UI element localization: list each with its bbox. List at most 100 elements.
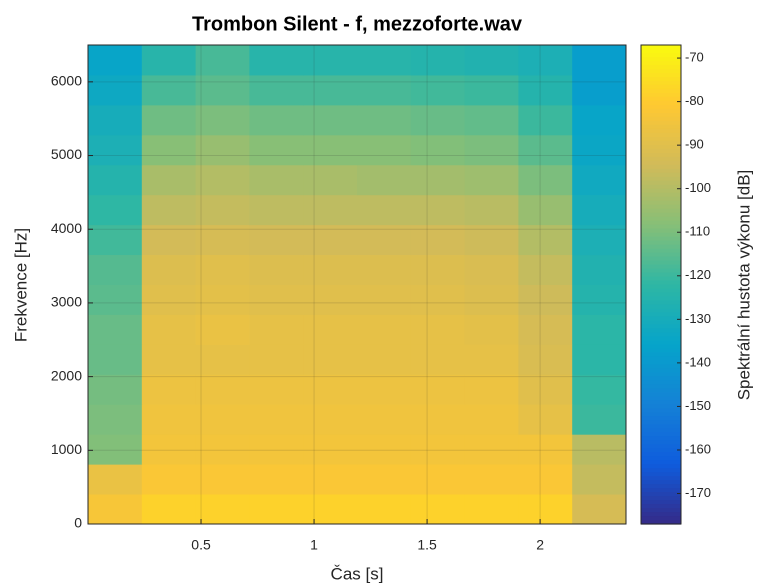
heatmap-cell — [572, 284, 627, 315]
colorbar-tick-label: -100 — [685, 180, 711, 195]
heatmap-cell — [357, 404, 412, 435]
heatmap-cell — [518, 284, 573, 315]
heatmap-cell — [195, 164, 250, 196]
y-tick-label: 1000 — [51, 441, 82, 457]
heatmap-cell — [464, 254, 519, 285]
heatmap-cell — [195, 434, 250, 465]
heatmap-cell — [464, 74, 519, 106]
colorbar-swatch — [641, 168, 681, 174]
colorbar-swatch — [641, 324, 681, 330]
heatmap-cell — [303, 404, 358, 435]
heatmap-cell — [572, 404, 627, 435]
colorbar-swatch — [641, 104, 681, 110]
heatmap-cell — [572, 344, 627, 375]
colorbar-swatch — [641, 520, 681, 525]
heatmap-cell — [464, 284, 519, 315]
colorbar-swatch — [641, 480, 681, 485]
colorbar-swatch — [641, 396, 681, 401]
colorbar-tick-label: -160 — [685, 441, 711, 456]
colorbar-swatch — [641, 384, 681, 389]
heatmap-cell — [518, 45, 573, 76]
heatmap-cell — [303, 494, 358, 525]
heatmap-cell — [88, 224, 143, 256]
colorbar-swatch — [641, 276, 681, 282]
colorbar-swatch — [641, 144, 681, 150]
heatmap-cell — [249, 254, 304, 285]
heatmap-cell — [141, 194, 197, 226]
colorbar-swatch — [641, 508, 681, 513]
heatmap-cell — [572, 374, 627, 405]
heatmap-cell — [303, 194, 358, 226]
heatmap-cell — [518, 494, 573, 525]
colorbar-swatch — [641, 208, 681, 214]
colorbar-swatch — [641, 444, 681, 449]
heatmap-cell — [141, 344, 197, 375]
heatmap-cell — [357, 104, 412, 136]
heatmap-cell — [195, 45, 250, 76]
heatmap-cell — [195, 194, 250, 226]
colorbar-swatch — [641, 440, 681, 445]
heatmap-cell — [303, 314, 358, 345]
colorbar-swatch — [641, 45, 681, 50]
colorbar-swatch — [641, 404, 681, 409]
heatmap-cell — [195, 344, 250, 375]
colorbar-swatch — [641, 372, 681, 377]
colorbar-swatch — [641, 152, 681, 158]
heatmap-cell — [410, 434, 466, 465]
colorbar-swatch — [641, 112, 681, 118]
heatmap-cell — [303, 374, 358, 405]
heatmap-cell — [88, 344, 143, 375]
colorbar-swatch — [641, 284, 681, 290]
colorbar-swatch — [641, 360, 681, 365]
y-tick-label: 5000 — [51, 146, 82, 162]
heatmap-cell — [572, 464, 627, 495]
heatmap-cell — [357, 224, 412, 256]
colorbar-swatch — [641, 156, 681, 162]
heatmap-cell — [88, 314, 143, 345]
heatmap-cell — [303, 344, 358, 375]
colorbar-swatch — [641, 256, 681, 262]
heatmap-cell — [357, 464, 412, 495]
colorbar-swatch — [641, 500, 681, 505]
colorbar-swatch — [641, 220, 681, 226]
colorbar-swatch — [641, 356, 681, 361]
colorbar-swatch — [641, 424, 681, 429]
heatmap-cell — [303, 134, 358, 166]
heatmap-cell — [357, 74, 412, 106]
y-tick-label: 0 — [74, 515, 82, 531]
colorbar-swatch — [641, 476, 681, 481]
heatmap-cell — [572, 434, 627, 465]
colorbar-swatch — [641, 512, 681, 517]
colorbar-tick-label: -170 — [685, 485, 711, 500]
x-axis-label: Čas [s] — [331, 564, 384, 583]
heatmap-cell — [410, 374, 466, 405]
heatmap-cell — [518, 74, 573, 106]
heatmap-cell — [572, 254, 627, 285]
heatmap-cell — [249, 224, 304, 256]
heatmap-cell — [572, 224, 627, 256]
heatmap-cell — [195, 464, 250, 495]
colorbar-swatch — [641, 392, 681, 397]
heatmap-cell — [357, 194, 412, 226]
colorbar-swatch — [641, 328, 681, 333]
heatmap-cell — [410, 194, 466, 226]
colorbar-swatch — [641, 68, 681, 74]
heatmap-cell — [88, 374, 143, 405]
heatmap-cell — [195, 314, 250, 345]
heatmap-cell — [141, 494, 197, 525]
colorbar-swatch — [641, 56, 681, 62]
heatmap-cell — [572, 74, 627, 106]
colorbar-swatch — [641, 140, 681, 146]
heatmap-cell — [88, 164, 143, 196]
colorbar-swatch — [641, 88, 681, 94]
colorbar-tick-label: -70 — [685, 50, 704, 65]
heatmap-cell — [464, 434, 519, 465]
heatmap-cell — [357, 164, 412, 196]
heatmap-cell — [357, 374, 412, 405]
colorbar-swatch — [641, 184, 681, 190]
heatmap-cell — [88, 74, 143, 106]
colorbar-swatch — [641, 308, 681, 314]
colorbar-swatch — [641, 160, 681, 166]
colorbar-swatch — [641, 460, 681, 465]
colorbar-swatch — [641, 200, 681, 206]
